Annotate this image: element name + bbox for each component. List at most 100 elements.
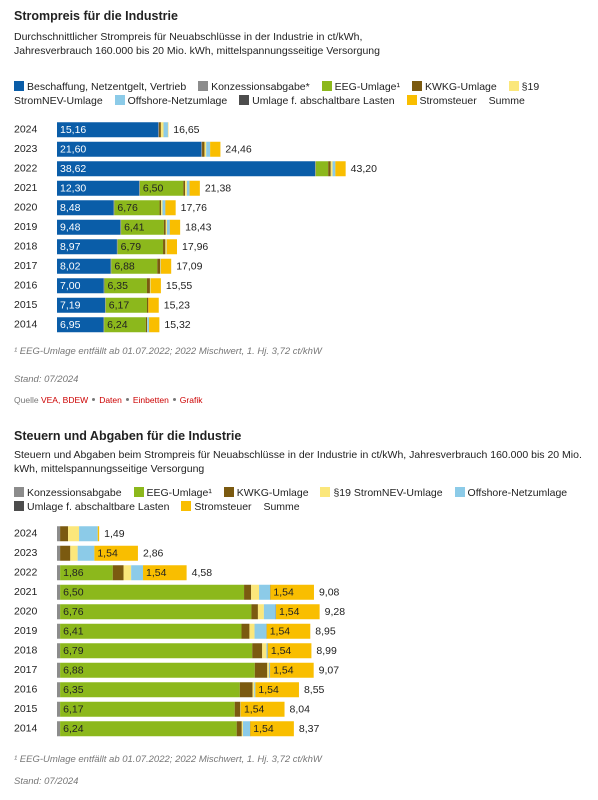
value-label: 8,97 — [60, 241, 81, 253]
legend-item: Konzessionsabgabe — [14, 487, 122, 499]
bar-segment — [112, 565, 124, 581]
value-label: 9,48 — [60, 222, 81, 234]
bar-segment — [57, 623, 61, 639]
bar-segment — [57, 682, 61, 698]
bar-segment — [259, 584, 271, 600]
source: Quelle VEA, BDEW Daten Einbetten Grafik — [14, 393, 584, 407]
sum-label: 15,23 — [164, 300, 190, 312]
legend-swatch — [181, 501, 192, 511]
bar-segment — [57, 721, 61, 737]
y-tick-label: 2015 — [14, 703, 38, 715]
bar-segment — [60, 643, 253, 659]
value-label: 6,35 — [63, 684, 84, 696]
y-tick-label: 2021 — [14, 182, 38, 194]
bar-segment — [263, 604, 276, 620]
bar-segment — [60, 584, 245, 600]
bar-segment — [113, 200, 115, 216]
value-label: 6,88 — [114, 261, 135, 273]
legend-item: EEG-Umlage¹ — [321, 81, 400, 93]
bar-segment — [57, 278, 104, 294]
bar-segment — [268, 662, 270, 678]
bar-segment — [270, 662, 314, 678]
legend-item: Offshore-Netzumlage — [114, 95, 228, 107]
bar-segment — [202, 141, 205, 157]
separator — [125, 397, 129, 401]
legend-label: Beschaffung, Netzentgelt, Vertrieb — [27, 81, 187, 93]
bar-segment — [145, 317, 148, 333]
sum-label: 8,95 — [315, 626, 336, 638]
bar-segment — [148, 297, 159, 313]
legend-label: §19 StromNEV-Umlage — [14, 81, 540, 107]
legend-swatch — [114, 95, 125, 105]
source-link[interactable]: Grafik — [179, 394, 203, 405]
legend-item: §19 StromNEV-Umlage — [320, 487, 443, 499]
bar-segment — [266, 623, 311, 639]
legend-label: Stromsteuer — [194, 501, 252, 513]
bar-segment — [149, 317, 160, 333]
sum-label: 4,58 — [192, 567, 213, 579]
bar-segment — [165, 200, 176, 216]
value-label: 1,54 — [244, 704, 265, 716]
subtitle: Steuern und Abgaben beim Strompreis für … — [14, 448, 584, 476]
value-label: 1,54 — [146, 567, 167, 579]
bar-segment — [252, 643, 263, 659]
bar-segment — [77, 545, 95, 561]
chart: Steuern und Abgaben für die Industrie Ste… — [0, 426, 598, 789]
sum-label: 9,28 — [325, 606, 346, 618]
y-tick-label: 2014 — [14, 723, 38, 735]
y-tick-label: 2017 — [14, 260, 38, 272]
subtitle-line: Durchschnittlicher Strompreis für Neuabs… — [14, 31, 363, 43]
bar-segment — [57, 219, 121, 235]
y-tick-label: 2019 — [14, 221, 38, 233]
bar-segment — [57, 526, 61, 542]
chart-title: Steuern und Abgaben für die Industrie — [14, 429, 242, 443]
source-link[interactable]: Daten — [99, 394, 122, 405]
bar-segment — [234, 701, 241, 717]
bar-segment — [79, 526, 98, 542]
value-label: 6,50 — [63, 587, 84, 599]
bar-segment — [267, 662, 269, 678]
bar-segment — [250, 721, 294, 737]
source-text[interactable]: VEA, BDEW — [40, 394, 89, 405]
bar-segment — [60, 604, 252, 620]
bar-segment — [60, 721, 237, 737]
bar-segment — [240, 701, 241, 717]
legend-label: EEG-Umlage¹ — [146, 487, 212, 499]
sum-label: 17,09 — [176, 261, 202, 273]
bar-segment — [163, 122, 168, 138]
bar-segment — [335, 161, 346, 177]
value-label: 6,88 — [63, 665, 84, 677]
bar-segment — [57, 141, 202, 157]
sum-label: 43,20 — [351, 163, 377, 175]
subtitle-line: Steuern und Abgaben beim Strompreis für … — [14, 449, 582, 475]
legend-label: KWKG-Umlage — [424, 81, 497, 93]
value-label: 1,54 — [279, 606, 300, 618]
bar-segment — [270, 584, 314, 600]
bar-segment — [114, 200, 160, 216]
y-tick-label: 2018 — [14, 241, 38, 253]
chart: Strompreis für die Industrie Durchschnitt… — [14, 9, 584, 407]
value-label: 6,24 — [63, 723, 84, 735]
legend-label: Offshore-Netzumlage — [127, 95, 228, 107]
legend-swatch — [239, 95, 250, 105]
legend-label: Umlage f. abschaltbare Lasten — [252, 95, 395, 107]
bar-segment — [57, 297, 106, 313]
bar-segment — [123, 565, 132, 581]
legend-item: KWKG-Umlage — [223, 487, 309, 499]
bar-segment — [158, 122, 160, 138]
sum-label: 17,96 — [182, 241, 208, 253]
bar-segment — [111, 258, 158, 274]
y-tick-label: 2022 — [14, 163, 38, 175]
legend-item: §19 StromNEV-Umlage — [14, 81, 539, 107]
y-tick-label: 2018 — [14, 645, 38, 657]
bar-segment — [328, 161, 331, 177]
value-label: 8,02 — [60, 261, 81, 273]
bar-segment — [147, 297, 149, 313]
bar-segment — [236, 721, 242, 737]
bar-segment — [121, 219, 164, 235]
bar-segment — [241, 623, 250, 639]
bar-segment — [262, 643, 267, 659]
sum-label: 24,46 — [225, 144, 251, 156]
bar-segment — [315, 161, 329, 177]
source-link[interactable]: Einbetten — [132, 394, 169, 405]
